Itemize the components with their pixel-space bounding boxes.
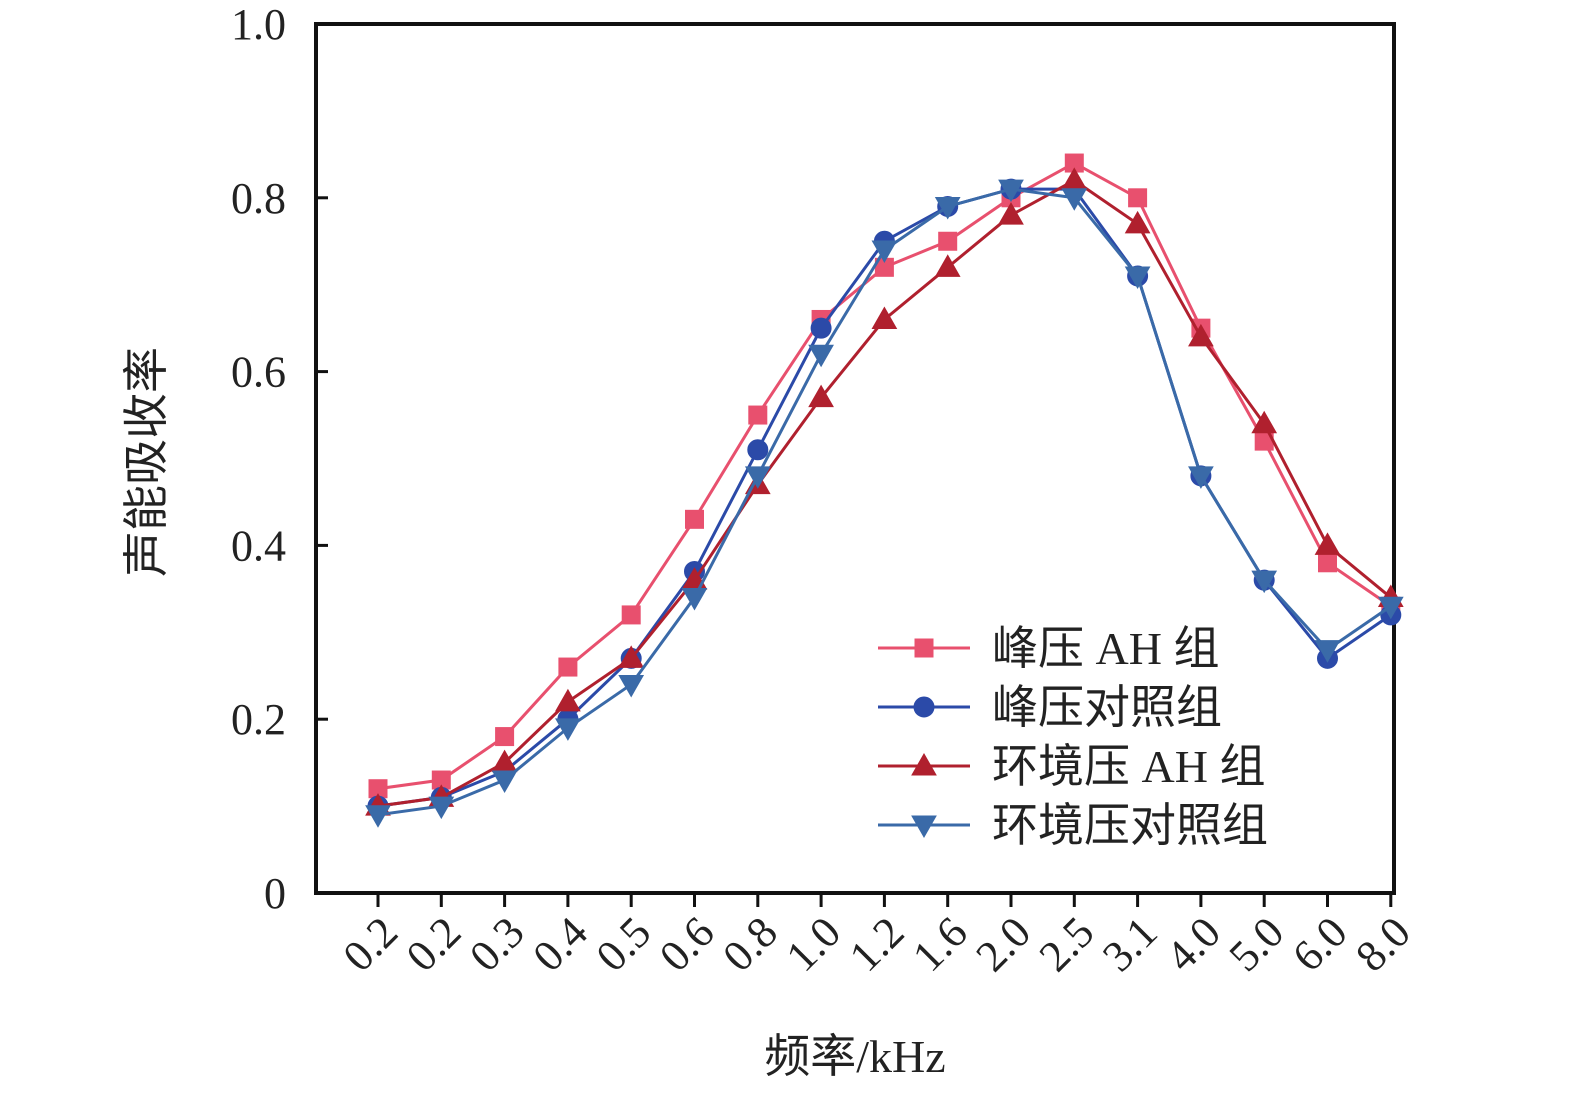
plot-area (314, 22, 1396, 895)
data-point (744, 466, 771, 489)
data-point (1314, 532, 1341, 555)
data-point (934, 196, 961, 220)
data-point (491, 770, 518, 794)
x-axis-title: 频率/kHz (764, 1031, 945, 1082)
data-point (1318, 553, 1337, 573)
series-line (377, 187, 1392, 808)
data-point (748, 405, 768, 425)
legend-entry: 环境压对照组 (878, 800, 1268, 851)
legend-marker (914, 638, 934, 658)
legend-label: 峰压 AH 组 (992, 623, 1219, 674)
data-point (428, 796, 455, 820)
legend-label: 环境压对照组 (992, 800, 1268, 851)
legend-marker (911, 815, 937, 839)
data-point (871, 240, 898, 263)
legend-entry: 峰压 AH 组 (878, 623, 1219, 674)
data-point (621, 605, 641, 625)
data-point (1251, 410, 1278, 434)
series-layer (365, 153, 1404, 828)
legend-entry: 峰压对照组 (878, 682, 1222, 733)
data-point (618, 645, 645, 668)
data-point (681, 588, 708, 611)
x-tick-label: 1.2 (840, 907, 914, 981)
x-tick-label: 0.8 (713, 907, 787, 981)
y-tick-label: 0 (264, 869, 286, 918)
data-point (618, 674, 645, 698)
x-tick-label: 3.1 (1093, 907, 1167, 981)
x-tick-label: 2.0 (967, 907, 1041, 981)
x-tick-label: 0.3 (460, 907, 534, 981)
x-tick-label: 0.2 (334, 907, 408, 981)
data-point (1124, 266, 1151, 290)
plot-frame (314, 22, 1396, 895)
data-point (1061, 188, 1088, 211)
data-point (1124, 210, 1151, 234)
data-point (365, 805, 391, 828)
series-line (377, 187, 1392, 817)
x-tick-label: 0.4 (523, 907, 597, 981)
data-point (1128, 188, 1148, 208)
x-tick-label: 4.0 (1156, 907, 1230, 981)
legend-marker (913, 696, 935, 718)
y-tick-label: 0.6 (231, 348, 286, 397)
x-tick-label: 0.2 (397, 907, 471, 981)
data-point (1314, 640, 1341, 663)
x-axis-ticks: 0.20.20.30.40.50.60.81.01.21.62.02.53.14… (334, 893, 1420, 981)
data-point (685, 509, 704, 529)
series-4 (365, 179, 1404, 828)
legend-entry: 环境压 AH 组 (878, 741, 1265, 792)
legend-label: 峰压对照组 (992, 682, 1222, 733)
y-tick-label: 1.0 (231, 0, 286, 49)
series-3 (365, 167, 1404, 816)
x-tick-label: 0.5 (587, 907, 661, 981)
x-tick-label: 6.0 (1283, 907, 1357, 981)
data-point (555, 718, 581, 741)
data-point (1188, 466, 1214, 489)
x-tick-label: 1.6 (903, 907, 977, 981)
data-point (747, 439, 769, 461)
legend-label: 环境压 AH 组 (992, 741, 1265, 792)
legend-marker (911, 752, 937, 776)
x-tick-label: 5.0 (1220, 907, 1294, 981)
data-point (934, 254, 961, 277)
y-axis-title: 声能吸收率 (121, 347, 172, 577)
data-point (998, 179, 1024, 203)
data-point (808, 344, 834, 368)
data-point (495, 727, 515, 747)
y-tick-label: 0.4 (231, 521, 286, 570)
data-point (558, 657, 578, 677)
x-tick-label: 8.0 (1346, 907, 1420, 981)
y-axis-ticks: 0 0.2 0.4 0.6 0.8 1.0 (231, 0, 328, 918)
data-point (1251, 570, 1278, 594)
x-tick-label: 0.6 (650, 907, 724, 981)
y-tick-label: 0.2 (231, 695, 286, 744)
y-tick-label: 0.8 (231, 174, 286, 223)
data-point (1188, 323, 1214, 347)
data-point (810, 317, 832, 339)
data-point (871, 306, 898, 329)
data-point (1377, 596, 1404, 620)
data-point (555, 688, 581, 712)
x-tick-label: 1.0 (777, 907, 851, 981)
x-tick-label: 2.5 (1030, 907, 1104, 981)
data-point (998, 202, 1024, 225)
data-point (938, 231, 958, 251)
data-point (808, 384, 834, 408)
